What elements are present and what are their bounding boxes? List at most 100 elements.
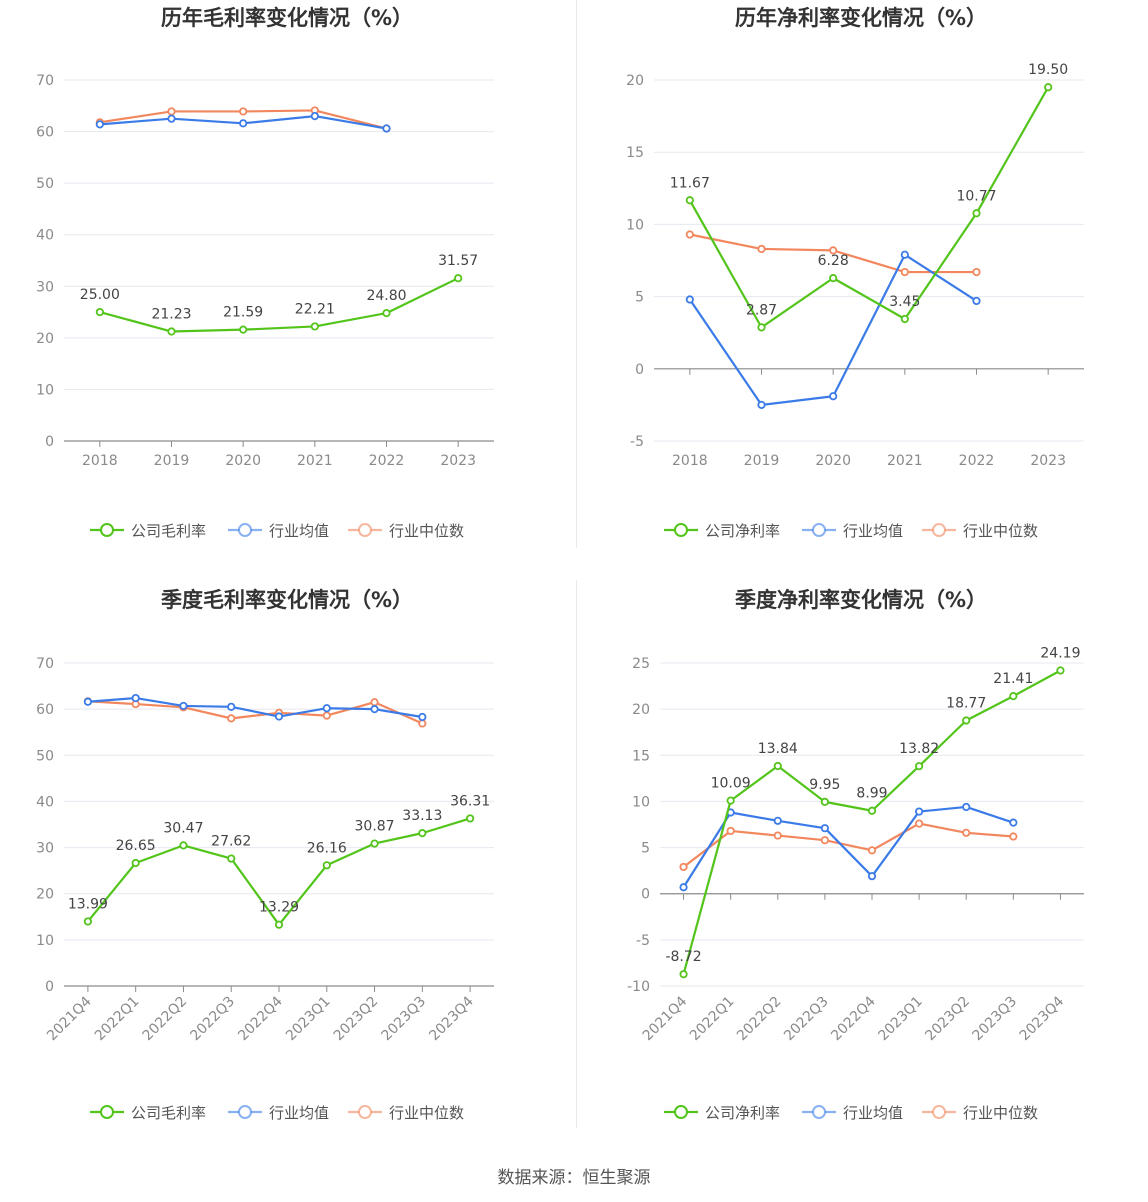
data-point — [915, 819, 924, 828]
data-point — [418, 829, 427, 838]
data-point — [370, 839, 379, 848]
x-tick-label: 2023Q1 — [283, 994, 334, 1045]
legend-item-1[interactable]: 行业均值 — [228, 1104, 329, 1122]
legend-marker-icon — [358, 523, 372, 537]
y-tick-label: 25 — [632, 656, 650, 672]
data-point — [227, 702, 236, 711]
data-label: 24.19 — [1040, 645, 1080, 661]
data-point — [1009, 818, 1018, 827]
data-label: 36.31 — [450, 793, 490, 809]
legend-marker-icon — [674, 523, 688, 537]
data-label: 30.87 — [355, 819, 395, 835]
data-label: 25.00 — [80, 287, 120, 303]
legend-item-0[interactable]: 公司净利率 — [664, 1104, 780, 1122]
x-tick-label: 2022 — [959, 453, 995, 469]
series-line — [682, 669, 1061, 975]
legend-item-2[interactable]: 行业中位数 — [922, 1104, 1038, 1122]
legend-item-0[interactable]: 公司净利率 — [664, 522, 780, 540]
data-point — [167, 107, 176, 116]
data-point — [757, 400, 766, 409]
data-point — [972, 209, 981, 218]
x-tick-label: 2022Q1 — [92, 994, 143, 1045]
data-point — [962, 716, 971, 725]
data-point — [900, 267, 909, 277]
x-tick-label: 2020 — [815, 453, 851, 469]
data-label: -8.72 — [665, 949, 701, 965]
x-tick-label: 2020 — [225, 453, 261, 469]
legend-item-1[interactable]: 行业均值 — [802, 522, 903, 540]
data-point — [867, 872, 877, 881]
series-1-group — [679, 802, 1018, 892]
data-point — [167, 327, 176, 336]
x-tick-label: 2019 — [154, 453, 190, 469]
legend-label: 行业中位数 — [963, 522, 1038, 540]
x-tick-label: 2018 — [672, 453, 708, 469]
data-point — [167, 114, 176, 123]
legend-item-2[interactable]: 行业中位数 — [348, 522, 464, 540]
y-tick-label: 70 — [36, 656, 54, 672]
legend-marker-icon — [238, 523, 252, 537]
legend-label: 公司净利率 — [705, 522, 780, 540]
chart-svg-annual-gross: 历年毛利率变化情况（%） 0 10 20 30 40 50 60 70 2018 2019 2020 2… — [36, 6, 494, 540]
data-label: 21.23 — [151, 307, 191, 323]
data-point — [227, 854, 236, 863]
data-point — [679, 862, 688, 872]
data-point — [757, 244, 766, 254]
series-line — [682, 805, 1014, 888]
legend-item-1[interactable]: 行业均值 — [228, 522, 329, 540]
data-point — [829, 392, 838, 401]
series-line — [87, 696, 423, 719]
data-point — [322, 704, 331, 713]
legend-item-2[interactable]: 行业中位数 — [348, 1104, 464, 1122]
chart-svg-quarterly-net: 季度净利率变化情况（%）-10-505101520252021Q42022Q12… — [627, 588, 1084, 1122]
series-2-group — [679, 819, 1018, 872]
data-point — [466, 814, 475, 823]
data-label: 2.87 — [746, 302, 777, 318]
chart-panel-quarterly-gross-margin: 季度毛利率变化情况（%） 0 10 20 30 40 50 60 70 2021Q4 2022Q1 2… — [0, 582, 574, 1162]
legend-item-0[interactable]: 公司毛利率 — [90, 1104, 206, 1122]
data-point — [1044, 83, 1053, 92]
data-point — [83, 697, 92, 706]
legend-item-2[interactable]: 行业中位数 — [922, 522, 1038, 540]
x-tick-label: 2023Q4 — [426, 993, 477, 1044]
data-point — [322, 861, 331, 870]
series-0-group — [679, 666, 1065, 979]
x-tick-label: 2023Q1 — [875, 994, 926, 1045]
x-tick-label: 2023Q3 — [379, 994, 430, 1045]
data-label: 11.67 — [670, 175, 710, 191]
data-point — [418, 719, 427, 728]
data-point — [972, 267, 981, 277]
data-point — [726, 826, 735, 836]
data-label: 13.82 — [899, 741, 939, 757]
data-label: 10.09 — [711, 776, 751, 792]
data-point — [1056, 666, 1065, 675]
series-1-group — [95, 112, 391, 133]
data-point — [131, 693, 140, 703]
vertical-divider-top — [576, 0, 577, 548]
legend-label: 行业中位数 — [389, 1104, 464, 1122]
legend-marker-icon — [238, 1105, 252, 1119]
y-tick-label: 50 — [36, 748, 54, 764]
chart-svg-quarterly-gross: 季度毛利率变化情况（%）0102030405060702021Q42022Q12… — [36, 588, 494, 1122]
y-tick-label: -5 — [636, 933, 650, 949]
chart-title: 历年净利率变化情况（%） — [735, 6, 987, 30]
series-1-group — [685, 250, 981, 409]
data-point — [179, 841, 188, 850]
legend-label: 公司毛利率 — [131, 522, 206, 540]
legend-item-0[interactable]: 公司毛利率 — [90, 522, 206, 540]
legend-label: 行业均值 — [269, 522, 329, 540]
data-label: 33.13 — [402, 808, 442, 824]
data-point — [227, 714, 236, 723]
legend-item-1[interactable]: 行业均值 — [802, 1104, 903, 1122]
data-source-note: 数据来源：恒生聚源 — [497, 1168, 651, 1188]
x-tick-label: 2019 — [744, 453, 780, 469]
data-point — [1009, 832, 1018, 841]
x-tick-label: 2021Q4 — [44, 993, 95, 1044]
data-label: 19.50 — [1028, 62, 1068, 78]
gridlines — [64, 79, 494, 390]
data-point — [773, 761, 782, 771]
data-label: 21.59 — [223, 305, 263, 321]
legend-marker-icon — [932, 1105, 946, 1119]
data-point — [726, 796, 735, 805]
data-label: 13.84 — [758, 741, 798, 757]
